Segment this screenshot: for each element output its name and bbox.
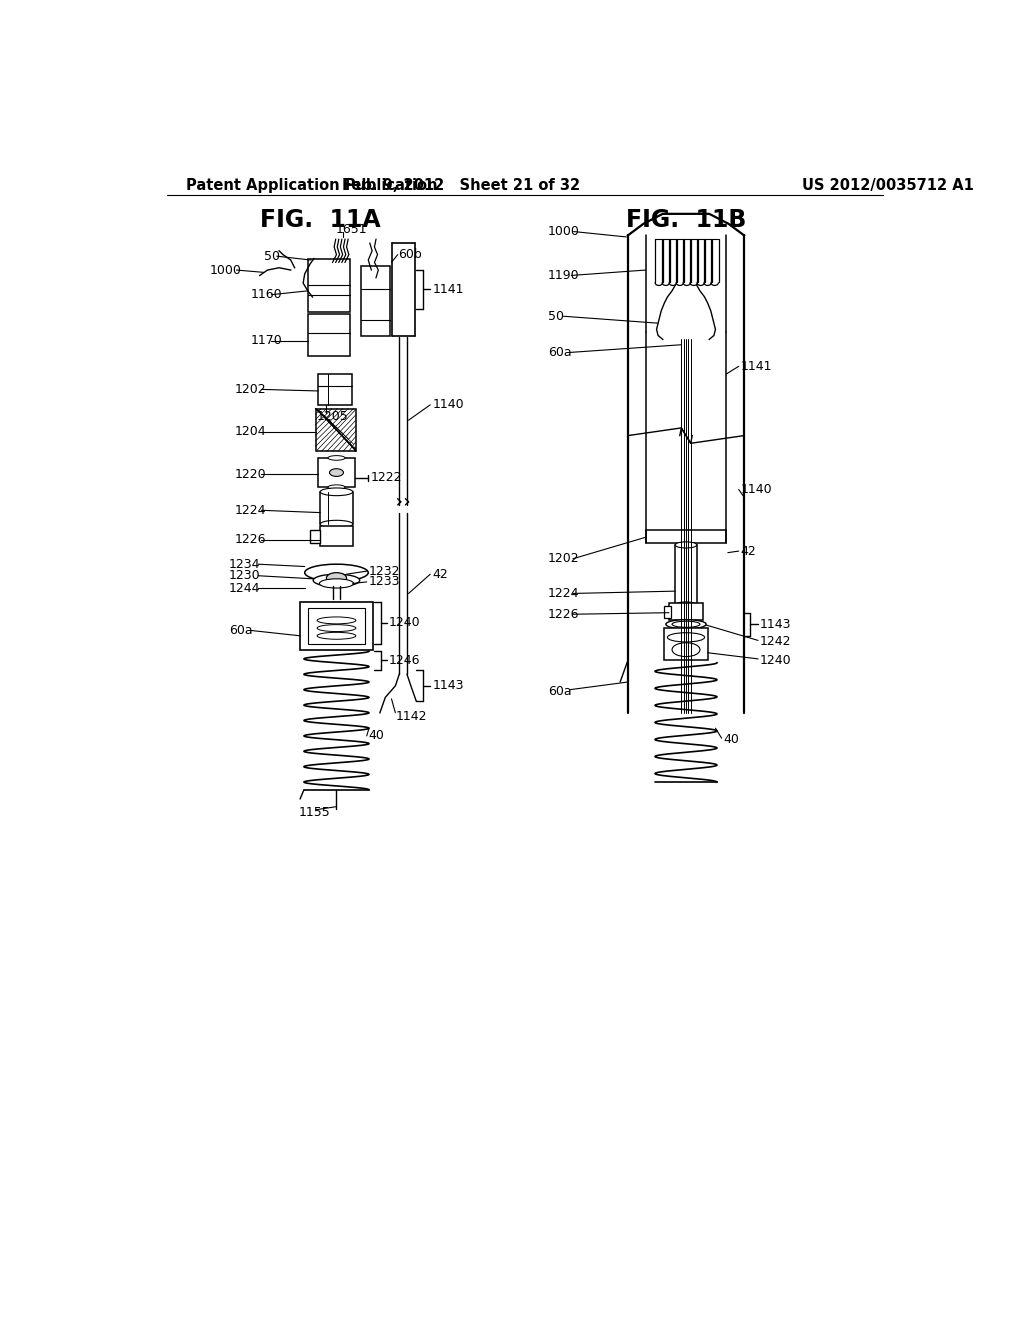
Text: 1224: 1224 <box>234 504 265 517</box>
Bar <box>360 267 390 335</box>
Text: 1205: 1205 <box>316 409 348 422</box>
Text: 1222: 1222 <box>371 471 402 484</box>
Text: FIG.  11B: FIG. 11B <box>626 209 746 232</box>
Text: 1242: 1242 <box>760 635 792 648</box>
Bar <box>300 602 373 649</box>
Ellipse shape <box>668 632 705 642</box>
Text: 1230: 1230 <box>228 569 260 582</box>
Text: 1143: 1143 <box>760 618 792 631</box>
Ellipse shape <box>319 578 353 589</box>
Text: 1190: 1190 <box>548 269 580 282</box>
Text: 1240: 1240 <box>388 616 420 630</box>
Ellipse shape <box>675 602 697 609</box>
Text: 1202: 1202 <box>234 383 266 396</box>
Text: 40: 40 <box>723 733 739 746</box>
Text: 1233: 1233 <box>369 576 399 589</box>
Text: 1000: 1000 <box>548 224 580 238</box>
Bar <box>665 606 671 618</box>
Ellipse shape <box>305 564 369 581</box>
Text: 1226: 1226 <box>234 533 265 546</box>
Bar <box>308 609 366 644</box>
Ellipse shape <box>675 541 697 548</box>
Bar <box>317 374 352 405</box>
Text: 1142: 1142 <box>395 710 427 723</box>
Text: US 2012/0035712 A1: US 2012/0035712 A1 <box>802 178 974 193</box>
Text: 1224: 1224 <box>548 587 580 601</box>
Text: 1202: 1202 <box>548 552 580 565</box>
Text: 42: 42 <box>432 568 449 581</box>
Text: 50: 50 <box>548 310 564 323</box>
Text: 1000: 1000 <box>209 264 242 277</box>
Bar <box>665 628 708 660</box>
Ellipse shape <box>321 488 352 496</box>
Bar <box>308 259 350 313</box>
Text: 60a: 60a <box>548 685 571 698</box>
Text: Feb. 9, 2012   Sheet 21 of 32: Feb. 9, 2012 Sheet 21 of 32 <box>342 178 581 193</box>
Text: 1160: 1160 <box>251 288 282 301</box>
Ellipse shape <box>313 574 359 586</box>
Text: Patent Application Publication: Patent Application Publication <box>186 178 437 193</box>
Bar <box>315 409 356 451</box>
Text: 1232: 1232 <box>369 565 399 578</box>
Text: 42: 42 <box>740 545 756 557</box>
Bar <box>675 545 697 605</box>
Ellipse shape <box>330 469 343 477</box>
Bar <box>321 525 352 545</box>
Text: 50: 50 <box>263 249 280 263</box>
Ellipse shape <box>327 573 346 583</box>
Text: 1141: 1141 <box>432 282 464 296</box>
Bar <box>310 529 321 544</box>
Text: 1141: 1141 <box>740 360 772 372</box>
Bar <box>308 314 350 356</box>
Ellipse shape <box>666 619 707 628</box>
Text: 1240: 1240 <box>760 653 792 667</box>
Text: 60b: 60b <box>397 248 422 261</box>
Text: 1246: 1246 <box>388 653 420 667</box>
Bar <box>646 529 726 544</box>
Ellipse shape <box>328 455 345 461</box>
Bar <box>317 458 355 487</box>
Text: 60a: 60a <box>228 624 252 638</box>
Text: 60a: 60a <box>548 346 571 359</box>
Text: 1226: 1226 <box>548 607 580 620</box>
Ellipse shape <box>328 484 345 490</box>
Text: 1140: 1140 <box>740 483 772 496</box>
Bar <box>669 603 703 620</box>
Text: 1651: 1651 <box>336 223 368 236</box>
Text: 1155: 1155 <box>299 807 331 820</box>
Text: 40: 40 <box>369 730 384 742</box>
Text: 1140: 1140 <box>432 399 464 412</box>
Text: 1234: 1234 <box>228 557 260 570</box>
Ellipse shape <box>672 622 700 627</box>
Text: 1170: 1170 <box>251 334 283 347</box>
Text: 1244: 1244 <box>228 582 260 594</box>
Text: 1143: 1143 <box>432 680 464 693</box>
Ellipse shape <box>321 520 352 528</box>
Text: FIG.  11A: FIG. 11A <box>260 209 381 232</box>
Text: 1220: 1220 <box>234 467 266 480</box>
Text: 1204: 1204 <box>234 425 266 438</box>
Bar <box>321 492 352 524</box>
